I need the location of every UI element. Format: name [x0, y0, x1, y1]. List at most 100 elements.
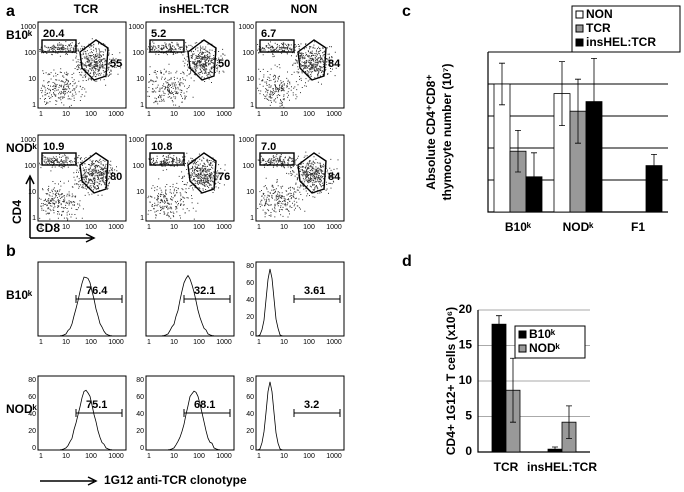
- y-tick-label: 1000: [238, 137, 254, 144]
- gate-percent: 5.2: [151, 28, 166, 40]
- flow-dots: [147, 40, 226, 107]
- y-tick-label: 100: [132, 163, 144, 170]
- x-tick-label: 100: [303, 453, 315, 460]
- y-tick-label: 1000: [128, 137, 144, 144]
- y-tick-label: 10: [28, 189, 36, 196]
- gate-cd4: [41, 152, 77, 166]
- y-tick-label: 80: [246, 263, 254, 270]
- y-tick-label: 1: [140, 215, 144, 222]
- axis-label: CD8: [36, 221, 60, 235]
- y-tick-label: 1000: [20, 24, 36, 31]
- x-tick-label: 1000: [216, 111, 232, 118]
- x-tick-label: 1000: [326, 224, 342, 231]
- y-tick-label: 5: [465, 409, 472, 423]
- y-tick-label: 100: [24, 163, 36, 170]
- x-tick-label: 100: [193, 339, 205, 346]
- x-tick-label: 1000: [326, 339, 342, 346]
- x-tick-label: insHEL:TCR: [527, 460, 597, 474]
- y-axis-label: CD4+ 1G12+ T cells (x10⁶): [444, 307, 458, 455]
- marker-gate: [75, 295, 123, 303]
- x-tick-label: 100: [85, 339, 97, 346]
- legend-swatch: [518, 330, 527, 339]
- y-tick-label: 100: [242, 50, 254, 57]
- axis-label: 1G12 anti-TCR clonotype: [104, 473, 247, 487]
- x-tick-label: 1000: [108, 453, 124, 460]
- x-tick-label: 100: [85, 224, 97, 231]
- error-bar: [531, 152, 537, 202]
- x-tick-label: F1: [631, 220, 645, 234]
- gate-percent: 6.7: [261, 28, 276, 40]
- y-tick-label: 1: [140, 102, 144, 109]
- x-tick-label: 10: [170, 224, 178, 231]
- x-tick-label: 1000: [326, 453, 342, 460]
- gate-dp: [79, 152, 109, 194]
- legend-swatch: [518, 344, 527, 353]
- gate-percent: 55: [110, 58, 122, 70]
- gate-dp: [187, 152, 217, 194]
- flow-plot-frame: [145, 134, 235, 222]
- axis-arrows: [25, 174, 96, 243]
- x-tick-label: 100: [303, 111, 315, 118]
- x-tick-label: 1: [257, 224, 261, 231]
- x-tick-label: 100: [85, 111, 97, 118]
- marker-gate: [75, 409, 123, 417]
- row-label: B10ᵏ: [6, 28, 33, 42]
- flow-plot-frame: [37, 21, 127, 109]
- histogram-curve: [146, 390, 234, 451]
- y-tick-label: 1000: [238, 24, 254, 31]
- x-tick-label: 1000: [108, 339, 124, 346]
- gate-cd4: [259, 152, 295, 166]
- y-tick-label: 20: [136, 428, 144, 435]
- x-tick-label: 1000: [216, 224, 232, 231]
- y-tick-label: 0: [32, 445, 36, 452]
- x-tick-label: 10: [280, 111, 288, 118]
- legend-box: [571, 5, 681, 53]
- panel-label: b: [6, 243, 16, 260]
- x-tick-label: 1000: [108, 224, 124, 231]
- y-tick-label: 10: [136, 189, 144, 196]
- y-tick-label: 1: [250, 102, 254, 109]
- y-tick-label: 15: [459, 338, 473, 352]
- flow-plot-frame: [255, 134, 345, 222]
- legend-swatch: [575, 38, 584, 47]
- x-tick-label: 100: [85, 453, 97, 460]
- column-header: NON: [291, 2, 318, 16]
- y-tick-label: 40: [246, 411, 254, 418]
- y-axis-label: thymocyte number (10⁷): [440, 64, 454, 201]
- y-tick-label: 20: [28, 428, 36, 435]
- y-axis-label: Absolute CD4⁺CD8⁺: [424, 74, 438, 189]
- x-tick-label: TCR: [494, 460, 519, 474]
- marker-gate: [183, 295, 231, 303]
- x-tick-label: 10: [280, 224, 288, 231]
- panel-label: a: [6, 3, 15, 20]
- gate-percent: 84: [328, 171, 341, 183]
- histogram-curve: [255, 381, 344, 451]
- x-tick-label: B10ᵏ: [505, 220, 532, 234]
- x-tick-label: 10: [280, 339, 288, 346]
- x-tick-label: 10: [170, 339, 178, 346]
- y-tick-label: 60: [136, 394, 144, 401]
- gate-percent: 80: [110, 171, 122, 183]
- gate-percent: 68.1: [194, 399, 215, 411]
- panel-label: c: [402, 3, 411, 20]
- histogram-curve: [146, 274, 234, 337]
- error-bar: [552, 446, 558, 452]
- x-tick-label: 100: [193, 224, 205, 231]
- flow-plot-frame: [145, 21, 235, 109]
- x-tick-label: 100: [193, 111, 205, 118]
- y-tick-label: 100: [242, 163, 254, 170]
- error-bar: [515, 130, 521, 173]
- x-tick-label: 10: [62, 453, 70, 460]
- x-tick-label: 1: [257, 111, 261, 118]
- x-tick-label: 1000: [326, 111, 342, 118]
- gate-percent: 76: [218, 171, 230, 183]
- x-tick-label: 10: [170, 111, 178, 118]
- y-tick-label: 10: [136, 76, 144, 83]
- flow-dots: [39, 153, 119, 221]
- flow-dots: [257, 151, 339, 218]
- y-tick-label: 20: [459, 302, 473, 316]
- gate-percent: 10.8: [151, 141, 172, 153]
- legend-label: NON: [586, 7, 613, 21]
- x-tick-label: 1: [147, 453, 151, 460]
- gate-dp: [297, 152, 327, 194]
